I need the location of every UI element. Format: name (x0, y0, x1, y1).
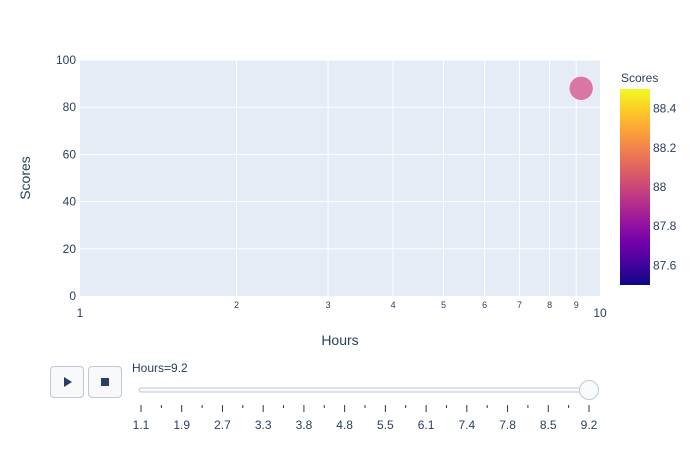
play-icon (64, 377, 72, 387)
y-tick-label: 60 (63, 147, 77, 161)
y-tick-label: 100 (56, 53, 76, 67)
x-tick-label: 9 (574, 300, 579, 310)
y-tick-label: 80 (63, 100, 77, 114)
x-tick-label: 5 (441, 300, 446, 310)
x-tick-label: 6 (482, 300, 487, 310)
slider-step-label[interactable]: 3.3 (255, 418, 272, 432)
colorbar-tick-label: 88 (653, 180, 667, 194)
y-axis-ticks: 0 20 40 60 80 100 (56, 53, 76, 303)
colorbar-ticks: 87.6 87.8 88 88.2 88.4 (653, 102, 677, 273)
colorbar-tick-label: 87.8 (653, 219, 677, 233)
slider-step-label[interactable]: 5.5 (377, 418, 394, 432)
stop-button[interactable] (88, 366, 122, 398)
y-axis-label: Scores (17, 156, 33, 200)
slider-step-label[interactable]: 2.7 (214, 418, 231, 432)
y-tick-label: 0 (69, 289, 76, 303)
plot-area (80, 60, 600, 296)
x-tick-label: 1 (77, 306, 84, 320)
x-tick-label: 10 (593, 306, 607, 320)
y-tick-label: 20 (63, 242, 77, 256)
slider-handle[interactable] (579, 380, 599, 400)
stop-icon (101, 378, 109, 386)
slider-step-label[interactable]: 1.1 (133, 418, 150, 432)
slider-ticks: 1.1 1.9 2.7 3.3 3.8 4.8 5.5 6.1 7.4 7.8 8.5 9.2 (133, 405, 598, 432)
x-tick-label: 8 (547, 300, 552, 310)
x-tick-label: 7 (517, 300, 522, 310)
play-button[interactable] (50, 366, 84, 398)
data-point (568, 76, 594, 101)
slider-step-label[interactable]: 4.8 (336, 418, 353, 432)
colorbar-title: Scores (621, 71, 658, 85)
x-tick-label: 3 (326, 300, 331, 310)
data-points (568, 76, 594, 101)
slider-step-label[interactable]: 9.2 (581, 418, 598, 432)
x-tick-label: 4 (391, 300, 396, 310)
slider-step-label[interactable]: 7.4 (458, 418, 475, 432)
slider-step-label[interactable]: 3.8 (296, 418, 313, 432)
slider-current-value: Hours=9.2 (132, 361, 188, 375)
colorbar-tick-label: 87.6 (653, 258, 677, 272)
colorbar-tick-label: 88.2 (653, 141, 677, 155)
x-tick-label: 2 (234, 300, 239, 310)
slider-step-label[interactable]: 8.5 (540, 418, 557, 432)
x-axis-ticks: 1 2 3 4 5 6 7 8 9 10 (77, 300, 607, 320)
colorbar-tick-label: 88.4 (653, 102, 677, 116)
slider-step-label[interactable]: 7.8 (499, 418, 516, 432)
colorbar (620, 89, 650, 285)
slider-step-label[interactable]: 1.9 (173, 418, 190, 432)
y-tick-label: 40 (63, 195, 77, 209)
slider-step-label[interactable]: 6.1 (418, 418, 435, 432)
x-axis-label: Hours (321, 332, 358, 348)
